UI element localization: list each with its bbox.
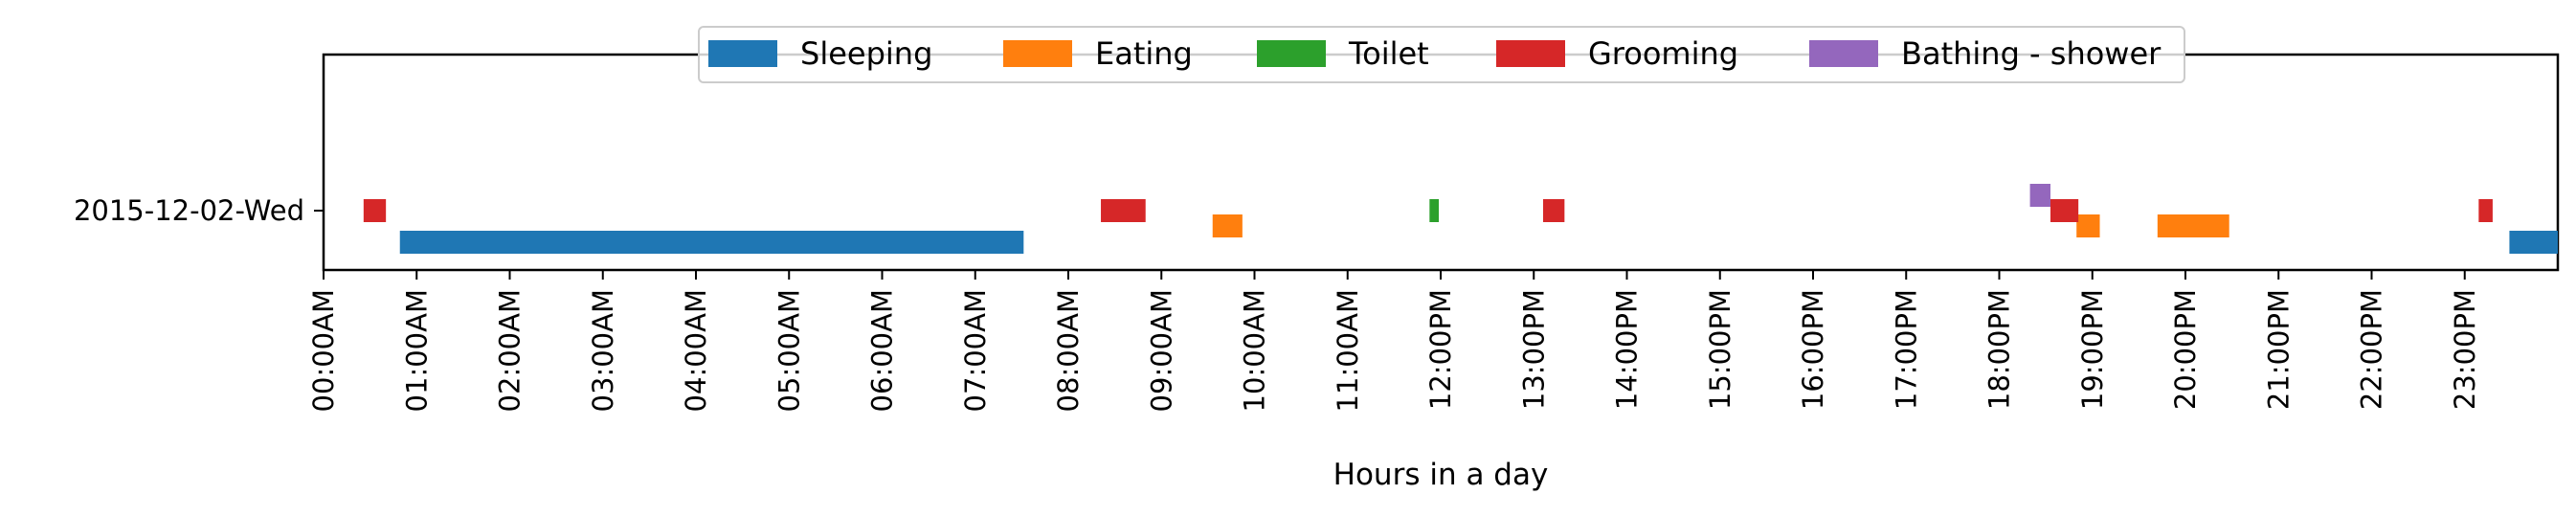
bar-grooming-4 xyxy=(2478,199,2493,222)
x-axis: 00:00AM 01:00AM 02:00AM 03:00AM 04:00AM 05:00… xyxy=(307,270,2481,412)
x-tick-label: 18:00PM xyxy=(1983,289,2016,410)
legend-label: Bathing - shower xyxy=(1901,35,2162,72)
x-tick-label: 16:00PM xyxy=(1797,289,1829,410)
x-tick-label: 09:00AM xyxy=(1145,289,1177,412)
x-tick-label: 23:00PM xyxy=(2449,289,2481,410)
bar-grooming-0 xyxy=(363,199,387,222)
legend-label: Toilet xyxy=(1348,35,1429,72)
bar-toilet-0 xyxy=(1429,199,1440,222)
legend-label: Sleeping xyxy=(800,35,932,72)
x-tick-label: 12:00PM xyxy=(1424,289,1457,410)
x-tick-label: 17:00PM xyxy=(1890,289,1922,410)
bar-grooming-1 xyxy=(1101,199,1146,222)
bar-eating-0 xyxy=(1212,214,1243,237)
x-tick-label: 04:00AM xyxy=(680,289,712,412)
x-tick-label: 01:00AM xyxy=(400,289,433,412)
bar-eating-2 xyxy=(2157,214,2229,237)
y-axis: 2015-12-02-Wed xyxy=(74,194,324,227)
legend: Sleeping Eating Toilet Grooming Bathing - sh… xyxy=(698,26,2185,83)
x-tick-label: 21:00PM xyxy=(2262,289,2295,410)
x-tick-label: 05:00AM xyxy=(773,289,805,412)
bar-grooming-2 xyxy=(1542,199,1565,222)
legend-swatch xyxy=(1496,40,1565,67)
legend-label: Eating xyxy=(1095,35,1193,72)
bar-grooming-3 xyxy=(2050,199,2079,222)
bar-bathing-shower-0 xyxy=(2029,184,2050,207)
legend-label: Grooming xyxy=(1588,35,1738,72)
x-tick-label: 19:00PM xyxy=(2076,289,2109,410)
bar-sleeping-1 xyxy=(2509,231,2558,254)
bar-eating-1 xyxy=(2076,214,2100,237)
x-tick-label: 15:00PM xyxy=(1704,289,1736,410)
x-tick-label: 22:00PM xyxy=(2356,289,2388,410)
x-tick-label: 20:00PM xyxy=(2169,289,2202,410)
x-tick-label: 06:00AM xyxy=(866,289,899,412)
x-tick-label: 10:00AM xyxy=(1239,289,1271,412)
legend-swatch xyxy=(1003,40,1072,67)
x-tick-label: 03:00AM xyxy=(587,289,619,412)
bar-sleeping-0 xyxy=(399,231,1024,254)
legend-swatch xyxy=(1809,40,1878,67)
legend-swatch xyxy=(708,40,777,67)
bar-layer xyxy=(363,184,2558,254)
x-axis-title: Hours in a day xyxy=(1333,458,1549,492)
x-tick-label: 13:00PM xyxy=(1517,289,1550,410)
legend-swatch xyxy=(1257,40,1326,67)
x-tick-label: 14:00PM xyxy=(1611,289,1644,410)
x-tick-label: 07:00AM xyxy=(959,289,992,412)
x-tick-label: 08:00AM xyxy=(1052,289,1085,412)
y-tick-label: 2015-12-02-Wed xyxy=(74,194,304,227)
x-tick-label: 11:00AM xyxy=(1332,289,1364,412)
x-tick-label: 00:00AM xyxy=(307,289,340,412)
x-tick-label: 02:00AM xyxy=(494,289,526,412)
